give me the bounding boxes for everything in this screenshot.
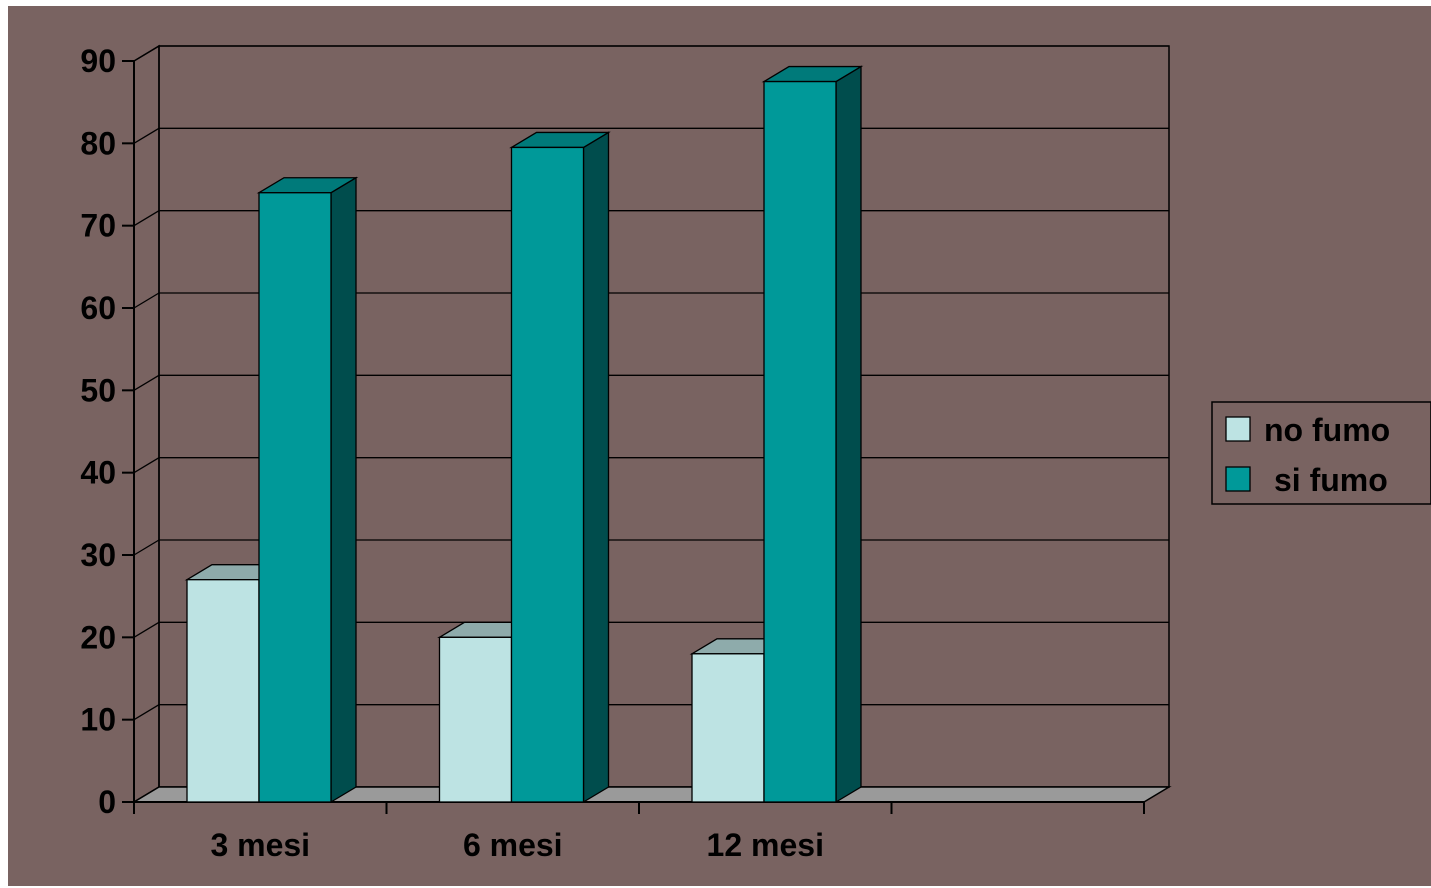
bar-si-fumo-0 <box>256 176 359 804</box>
y-tick-label: 60 <box>80 290 116 326</box>
bar-side <box>835 65 862 804</box>
x-category-label: 12 mesi <box>707 827 824 863</box>
y-tick-label: 30 <box>80 537 116 573</box>
bar-side <box>330 176 357 804</box>
bar-front <box>186 579 260 803</box>
chart-area: 0 10 20 30 40 50 60 70 80 90 3 mesi 6 mesi 12 mesi … <box>8 6 1431 886</box>
y-tick-label: 0 <box>98 784 116 820</box>
bar-front <box>763 80 837 803</box>
bar-front <box>258 192 332 803</box>
bar-si-fumo-2 <box>761 65 864 804</box>
x-category-label: 3 mesi <box>210 827 310 863</box>
y-tick-label: 10 <box>80 702 116 738</box>
legend-label: no fumo <box>1264 412 1390 448</box>
legend-swatch <box>1225 466 1251 492</box>
bar-front <box>691 653 765 803</box>
legend-label: si fumo <box>1274 462 1388 498</box>
y-tick-label: 50 <box>80 372 116 408</box>
y-tick-label: 80 <box>80 125 116 161</box>
legend-swatch <box>1225 416 1251 442</box>
bar-front <box>510 146 585 803</box>
gridline <box>133 45 1169 62</box>
y-tick-label: 70 <box>80 208 116 244</box>
y-tick-label: 40 <box>80 455 116 491</box>
bar-front <box>438 636 513 803</box>
y-tick-label: 20 <box>80 619 116 655</box>
y-tick-label: 90 <box>80 43 116 79</box>
bar-si-fumo-1 <box>509 131 611 804</box>
x-category-label: 6 mesi <box>463 827 563 863</box>
bar-side <box>582 131 610 804</box>
